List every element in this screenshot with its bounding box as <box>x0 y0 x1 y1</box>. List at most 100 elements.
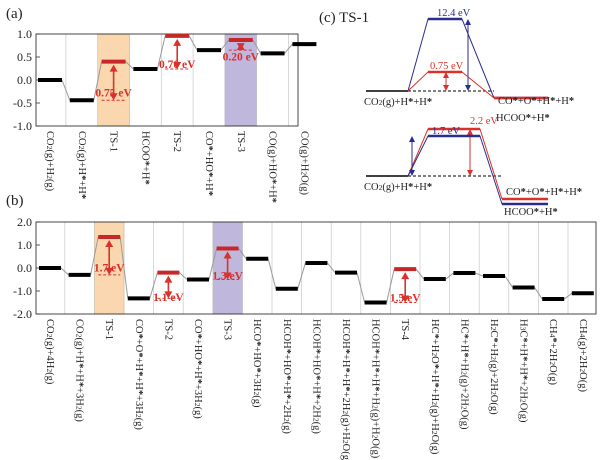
y-tick-label: 1.0 <box>17 238 32 252</box>
x-tick-label: HCOH*+H*+H*+2H2(g)+H2O(g) <box>340 319 351 460</box>
panel-label: (a) <box>6 6 23 22</box>
energy-connector <box>220 39 230 51</box>
barrier-arrow-head <box>401 272 410 280</box>
y-tick-label: 2.0 <box>17 215 32 229</box>
x-tick-label: CO*+HO*+H*+3H2(g) <box>192 319 203 419</box>
barrier-arrow-head <box>409 136 415 142</box>
barrier-arrow-head <box>164 291 173 299</box>
barrier-arrow-head <box>443 85 449 91</box>
x-tick-label: TS-4 <box>399 319 410 341</box>
y-tick-label: 0.0 <box>17 261 32 275</box>
x-tick-label: TS-3 <box>235 131 246 152</box>
x-tick-label: H3C*+H*+H*+2H2O(g) <box>518 319 529 423</box>
barrier-label: 1.1 eV <box>153 292 184 304</box>
barrier-label: 1.7 eV <box>94 262 125 274</box>
barrier-arrow: 1.3 eV <box>212 251 244 282</box>
reactant-label: CO2(g)+H*+H* <box>364 182 432 193</box>
panel-label: (b) <box>6 193 24 209</box>
x-tick-label: CO2(g)+H2(g) <box>44 131 55 192</box>
x-tick-label: HC*+H2O*+H*+H2(g)+H2O(g) <box>429 319 440 455</box>
barrier-arrow-head <box>465 19 471 25</box>
panel-0: 1.0 0.5 0.0 -0.5 -1.0 0.75 eV 0.70 eV 0.20 eV (a… <box>6 6 317 133</box>
plot-frame <box>35 33 299 127</box>
product-label: CO*+O*+H*+H* <box>506 187 582 198</box>
barrier-label: 1.7 eV <box>432 126 460 137</box>
y-tick-label: -0.5 <box>13 96 32 110</box>
x-tick-label: CH4(g)+2H2O(g) <box>577 319 588 393</box>
barrier-label: 2.2 eV <box>470 116 498 127</box>
x-tick-label: CO(g)+H2O(g) <box>298 131 309 195</box>
ts-diagram: 12.4 eV 0.75 eV <box>366 8 548 100</box>
barrier-arrow-head <box>409 170 415 176</box>
barrier-arrow-head <box>105 267 114 275</box>
energy-connector <box>445 272 454 280</box>
reactant-label: CO2(g)+H*+H* <box>364 97 432 108</box>
energy-connector <box>188 35 198 51</box>
energy-connector <box>179 272 188 280</box>
y-tick-label: 0.5 <box>17 50 32 64</box>
energy-connector <box>156 35 166 70</box>
energy-connector <box>90 236 99 275</box>
x-tick-label: TS-1 <box>108 131 119 152</box>
y-tick-label: -2.0 <box>13 307 32 321</box>
product-label: HCOO*+H* <box>504 207 558 218</box>
energy-connector <box>327 262 336 273</box>
pathway-red <box>407 71 495 99</box>
energy-connector <box>208 248 218 280</box>
barrier-arrow-head <box>109 64 118 72</box>
barrier-arrow-head <box>467 129 473 135</box>
barrier-label: 0.75 eV <box>430 61 464 72</box>
x-tick-label: CO2(g)+4H2(g) <box>44 319 55 385</box>
x-tick-label: HCO*+HO*+3H2(g) <box>251 319 262 408</box>
x-tick-label: CO2(g)+H*+H* <box>76 131 87 199</box>
energy-connector <box>356 272 366 303</box>
energy-connector <box>119 236 129 299</box>
barrier-arrow-head <box>109 93 118 101</box>
product-label: HCOO*+H* <box>496 113 550 124</box>
energy-connector <box>267 258 277 289</box>
energy-connector <box>534 287 543 300</box>
x-tick-label: TS-1 <box>103 319 114 340</box>
barrier-arrow-head <box>223 251 232 259</box>
energy-connector <box>297 262 306 289</box>
x-tick-label: CO2(g)+H*+H*+3H2(g) <box>74 319 85 422</box>
y-tick-label: 1.0 <box>17 27 32 41</box>
x-tick-label: HCOH*+HO*+H*+2H2(g) <box>310 319 321 434</box>
x-tick-label: H2C*+H2(g)+2H2O(g) <box>488 319 499 415</box>
x-tick-label: HCOH*+HO*+H*+2H2(g) <box>281 319 292 434</box>
x-tick-label: TS-2 <box>162 319 173 340</box>
pathway-blue <box>407 135 503 205</box>
energy-connector <box>504 275 514 288</box>
barrier-label: 12.4 eV <box>437 8 471 19</box>
panel-label: (c) TS-1 <box>319 10 369 26</box>
panel-c: (c) TS-1 12.4 eV 0.75 eV 2.2 eV 1.7 eV <box>319 8 548 206</box>
barrier-arrow: 1.1 eV <box>153 275 184 304</box>
energy-connector <box>149 272 158 299</box>
barrier-arrow-head <box>164 275 173 283</box>
barrier-label: 0.70 eV <box>159 59 196 71</box>
pathway-blue <box>407 18 495 99</box>
x-tick-label: CH4*+2H2O(g) <box>547 319 558 386</box>
panel-1: 2.0 1.0 0.0 -1.0 -2.0 1.7 eV 1.1 eV 1.3 eV 1.5 e… <box>6 193 597 321</box>
barrier-label: 0.75 eV <box>95 87 132 99</box>
energy-connector <box>386 269 395 303</box>
energy-connector <box>475 272 484 277</box>
y-tick-label: -1.0 <box>13 284 32 298</box>
energy-connector <box>61 79 71 101</box>
energy-connector <box>125 61 134 70</box>
barrier-label: 0.20 eV <box>223 52 260 64</box>
barrier-arrow-head <box>223 272 232 280</box>
y-tick-label: 0.0 <box>17 73 32 87</box>
energy-connector <box>563 292 573 300</box>
y-tick-label: -1.0 <box>13 119 32 133</box>
energy-connector <box>93 61 103 101</box>
barrier-arrow-head <box>105 239 114 247</box>
ts-diagram: 2.2 eV 1.7 eV <box>366 116 548 206</box>
barrier-arrow-head <box>443 72 449 78</box>
x-tick-label: CO*+HO*+H* <box>203 131 214 196</box>
product-label: CO*+O*+H*+H* <box>498 96 574 107</box>
x-tick-label: CO(g)+HO*+H* <box>267 131 278 203</box>
barrier-arrow: 1.7 eV <box>94 239 125 276</box>
barrier-arrow-head <box>401 295 410 303</box>
